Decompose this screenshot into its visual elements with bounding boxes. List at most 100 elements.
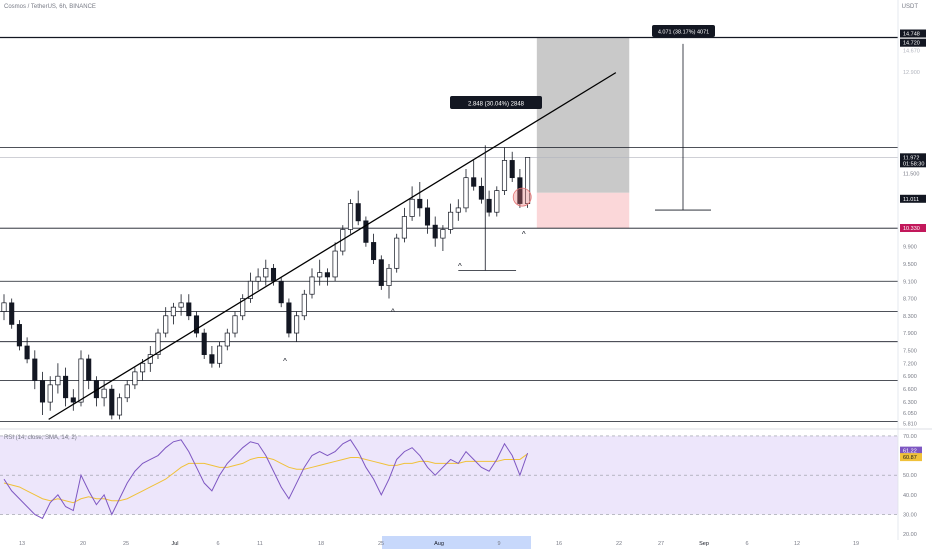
candle-body: [39, 380, 46, 403]
candle-body: [394, 237, 400, 269]
candle-body: [363, 220, 369, 243]
candle-body: [332, 250, 338, 278]
chart-title: Cosmos / TetherUS, 6h, BINANCE: [4, 4, 96, 10]
candle-body: [478, 185, 484, 200]
candle-body: [378, 259, 384, 286]
measure-label-2: 4.071 (38.17%) 4071: [658, 30, 709, 36]
target-zone: [536, 37, 630, 193]
candle-body: [116, 397, 123, 416]
price-label: 6.050: [903, 411, 917, 417]
time-label: 25: [123, 541, 129, 547]
candle-body: [240, 298, 246, 317]
price-label: 7.900: [903, 331, 917, 337]
ma-badge: [900, 453, 922, 462]
candle-body: [55, 375, 61, 386]
time-range-highlight: [382, 536, 531, 549]
price-badge: [900, 153, 926, 162]
candle-body: [209, 354, 215, 364]
price-label: 10.330: [903, 226, 920, 232]
trendline: [48, 72, 617, 420]
rsi-axis-label: 40.00: [903, 493, 917, 499]
candle-body: [78, 358, 84, 403]
candle-body: [155, 332, 161, 355]
measure-label-1: 2.848 (30.04%) 2848: [468, 102, 525, 108]
candle-body: [401, 216, 407, 239]
candle-body: [486, 198, 492, 213]
candle-body: [24, 345, 30, 360]
time-axis: 13 20 25 Jul 6 11 18 25 Aug 9 16 22 27 Sep 6 12 19: [19, 536, 859, 549]
rsi-axis-label: 20.00: [903, 532, 917, 538]
price-badge: [900, 194, 926, 203]
candle-body: [294, 315, 300, 334]
time-label: Aug: [434, 541, 444, 547]
price-label: 9.900: [903, 245, 917, 251]
candle-body: [86, 358, 92, 381]
rsi-title: RSI (14, close, SMA, 14, 2): [4, 435, 77, 441]
candle-body: [232, 315, 238, 334]
candle-body: [286, 302, 292, 334]
candle-body: [440, 229, 446, 239]
candle-body: [501, 160, 508, 191]
price-label: 9.500: [903, 262, 917, 268]
candle-body: [409, 198, 415, 217]
horizontal-levels: [0, 36, 898, 422]
candle-body: [386, 267, 392, 286]
rsi-ma-line: [3, 453, 528, 504]
price-label: 8.300: [903, 314, 917, 320]
candle-body: [324, 272, 330, 278]
candle-body: [263, 267, 269, 278]
candle-series: [1, 147, 531, 420]
pivot-caret: ^: [283, 357, 287, 366]
candle-body: [455, 207, 461, 213]
pivot-caret: ^: [458, 262, 462, 271]
time-label: Sep: [699, 541, 709, 547]
currency-label: USDT: [901, 4, 918, 10]
candle-body: [32, 358, 38, 381]
price-label: 6.900: [903, 374, 917, 380]
candle-body: [140, 362, 146, 373]
candle-body: [178, 302, 184, 308]
candle-body: [424, 207, 431, 226]
rsi-axis-label: 30.00: [903, 512, 917, 518]
candle-body: [224, 332, 230, 347]
candle-body: [247, 280, 253, 299]
countdown-label: 01:58:30: [903, 161, 924, 167]
time-label: 11: [257, 541, 263, 547]
price-badge: [900, 38, 926, 47]
candle-body: [301, 293, 307, 317]
stop-zone: [536, 192, 630, 229]
price-label: 14.748: [903, 32, 920, 38]
time-label: 25: [378, 541, 384, 547]
price-label: 7.200: [903, 361, 917, 367]
price-badge: [900, 29, 926, 38]
price-badge: [900, 224, 926, 233]
rsi-axis-label: 70.00: [903, 434, 917, 440]
price-label: 14.670: [903, 48, 920, 54]
candle-body: [517, 177, 523, 204]
candle-body: [417, 198, 423, 209]
rsi-axis-label: 60.87: [903, 455, 917, 461]
rsi-axis-label: 50.00: [903, 473, 917, 479]
candle-body: [317, 272, 323, 278]
measure-box-1: [450, 96, 542, 109]
time-label: 27: [658, 541, 664, 547]
candle-body: [432, 224, 438, 239]
time-label: 12: [794, 541, 800, 547]
candle-body: [170, 306, 176, 317]
price-label: 12.900: [903, 70, 920, 76]
candle-body: [494, 190, 500, 213]
candle-body: [132, 371, 138, 386]
price-label: 14.720: [903, 41, 920, 47]
candle-body: [355, 203, 361, 222]
position-zones: [536, 37, 630, 229]
time-label: 22: [616, 541, 622, 547]
candle-body: [109, 388, 115, 416]
candle-body: [471, 177, 477, 187]
candle-body: [201, 332, 207, 355]
highlight-circle: [512, 187, 532, 207]
time-label: 18: [318, 541, 324, 547]
candle-body: [186, 302, 192, 317]
price-label: 7.500: [903, 348, 917, 354]
